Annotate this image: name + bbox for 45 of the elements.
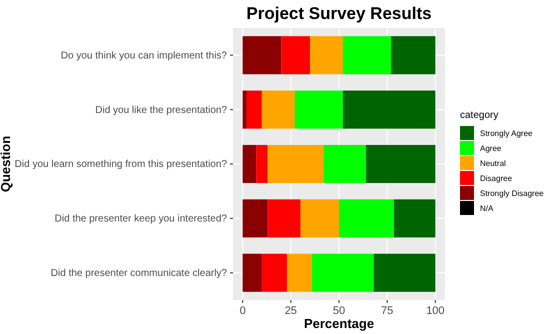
bar: [242, 199, 268, 238]
bar: [246, 90, 262, 129]
legend-label: Disagree: [480, 174, 513, 183]
bar: [394, 199, 436, 238]
bar: [294, 90, 343, 129]
bar: [342, 90, 436, 129]
chart-title: Project Survey Results: [246, 4, 432, 23]
bar: [242, 144, 256, 184]
bar: [242, 254, 262, 292]
y-tick-label: Did the presenter keep you interested?: [54, 214, 228, 225]
bar: [391, 36, 436, 74]
legend-label: Agree: [480, 144, 502, 153]
legend-label: Strongly Agree: [480, 129, 534, 138]
bar: [286, 254, 312, 292]
legend-label: N/A: [480, 204, 494, 213]
bar: [324, 144, 366, 184]
bar: [342, 36, 392, 74]
bar: [268, 144, 324, 184]
bar: [256, 144, 268, 184]
bar: [242, 90, 246, 129]
legend-label: Strongly Disagree: [480, 189, 544, 198]
bar: [242, 36, 282, 74]
y-tick-label: Do you think you can implement this?: [60, 50, 228, 62]
bar: [310, 36, 343, 74]
bar: [312, 254, 374, 292]
x-tick-label: 50: [332, 304, 346, 317]
bar: [262, 254, 287, 292]
bar: [281, 36, 310, 74]
bar: [300, 199, 339, 238]
x-axis-title: Percentage: [304, 316, 374, 331]
x-tick-label: 25: [284, 304, 297, 317]
x-tick-label: 75: [381, 304, 394, 317]
bar: [262, 90, 295, 129]
x-tick-label: 0: [240, 304, 246, 317]
legend-title: category: [460, 110, 498, 121]
y-tick-label: Did you learn something from this presentation?: [14, 159, 228, 170]
y-axis-title: Question: [0, 136, 13, 192]
bar: [268, 199, 300, 238]
y-tick-label: Did you like the presentation?: [95, 104, 228, 116]
y-tick-label: Did the presenter communicate clearly?: [50, 268, 228, 279]
bar: [374, 254, 436, 292]
legend-label: Neutral: [480, 159, 506, 168]
bar: [339, 199, 394, 238]
bar: [366, 144, 436, 184]
x-tick-label: 100: [426, 304, 445, 317]
